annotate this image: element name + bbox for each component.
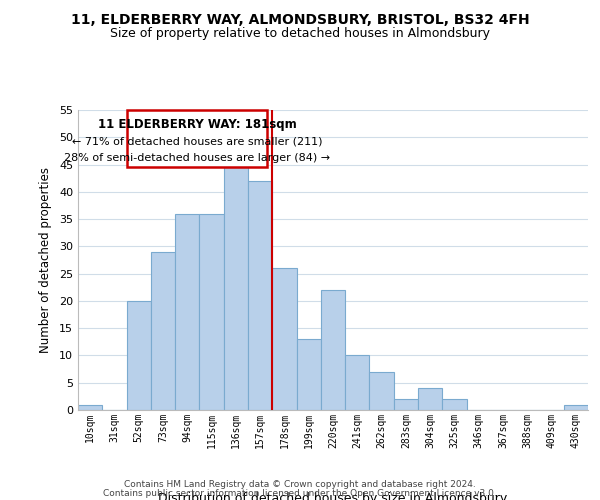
Bar: [370, 372, 394, 410]
Bar: [272, 268, 296, 410]
Bar: [78, 404, 102, 410]
Text: 11, ELDERBERRY WAY, ALMONDSBURY, BRISTOL, BS32 4FH: 11, ELDERBERRY WAY, ALMONDSBURY, BRISTOL…: [71, 12, 529, 26]
FancyBboxPatch shape: [127, 110, 268, 168]
Text: 28% of semi-detached houses are larger (84) →: 28% of semi-detached houses are larger (…: [64, 152, 330, 162]
Text: 11 ELDERBERRY WAY: 181sqm: 11 ELDERBERRY WAY: 181sqm: [98, 118, 296, 131]
X-axis label: Distribution of detached houses by size in Almondsbury: Distribution of detached houses by size …: [158, 492, 508, 500]
Y-axis label: Number of detached properties: Number of detached properties: [39, 167, 52, 353]
Bar: [151, 252, 175, 410]
Bar: [248, 181, 272, 410]
Bar: [321, 290, 345, 410]
Text: Size of property relative to detached houses in Almondsbury: Size of property relative to detached ho…: [110, 28, 490, 40]
Text: ← 71% of detached houses are smaller (211): ← 71% of detached houses are smaller (21…: [72, 136, 322, 146]
Bar: [175, 214, 199, 410]
Bar: [418, 388, 442, 410]
Bar: [442, 399, 467, 410]
Bar: [224, 159, 248, 410]
Bar: [296, 339, 321, 410]
Bar: [394, 399, 418, 410]
Bar: [564, 404, 588, 410]
Bar: [127, 301, 151, 410]
Text: Contains public sector information licensed under the Open Government Licence v3: Contains public sector information licen…: [103, 489, 497, 498]
Bar: [345, 356, 370, 410]
Bar: [199, 214, 224, 410]
Text: Contains HM Land Registry data © Crown copyright and database right 2024.: Contains HM Land Registry data © Crown c…: [124, 480, 476, 489]
